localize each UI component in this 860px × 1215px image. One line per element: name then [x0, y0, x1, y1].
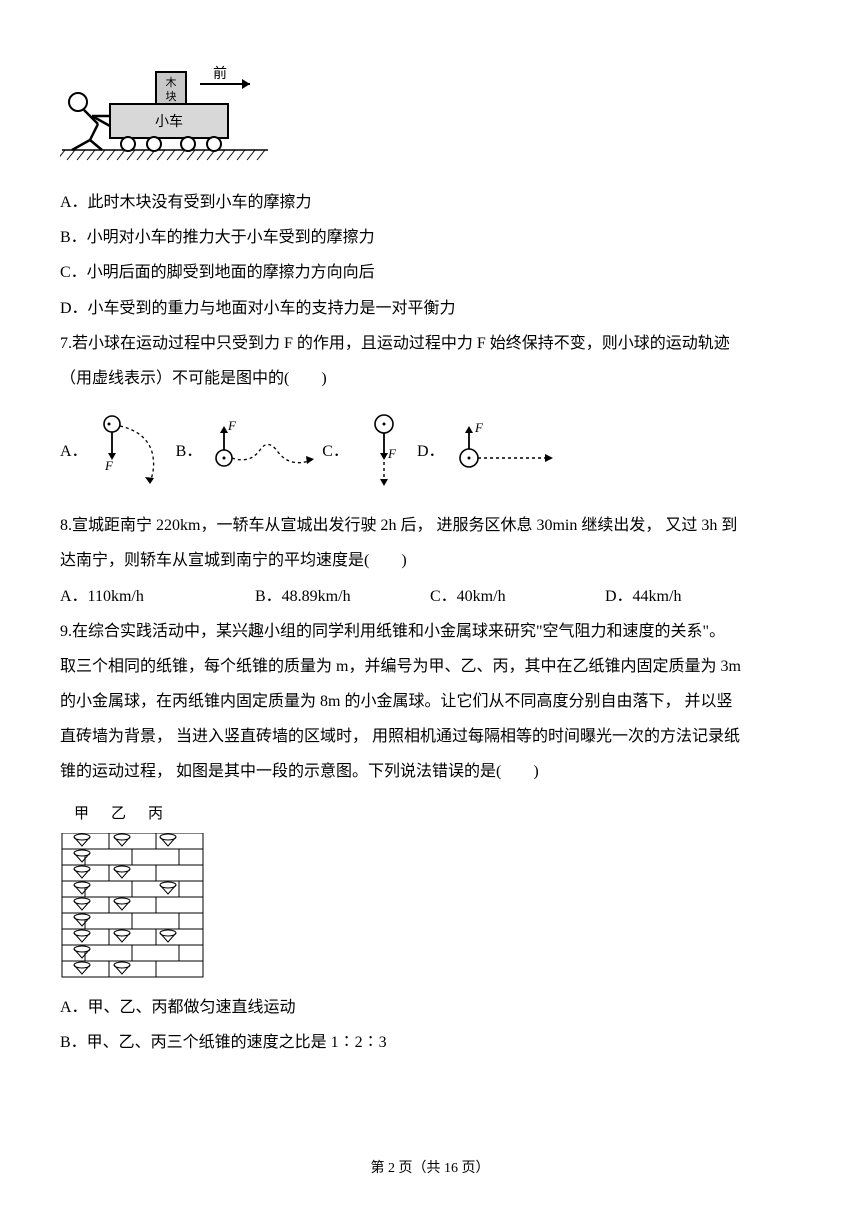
q6-option-c: C．小明后面的脚受到地面的摩擦力方向向后	[60, 255, 800, 290]
q8-option-a: A．110km/h	[60, 579, 255, 614]
q8-option-b: B．48.89km/h	[255, 579, 430, 614]
q7-label-a: A．	[60, 434, 88, 469]
svg-text:F: F	[387, 446, 397, 461]
q7-label-d: D．	[417, 434, 445, 469]
q9-col-bing: 丙	[148, 798, 163, 831]
cart-figure: 木 块 小车 前	[60, 60, 270, 165]
page-footer: 第 2 页（共 16 页）	[0, 1154, 860, 1185]
q6-option-b: B．小明对小车的推力大于小车受到的摩擦力	[60, 220, 800, 255]
q9-option-b: B．甲、乙、丙三个纸锥的速度之比是 1∶2∶3	[60, 1025, 800, 1060]
svg-text:小车: 小车	[155, 113, 183, 130]
q8-stem-1: 8.宣城距南宁 220km，一轿车从宣城出发行驶 2h 后， 进服务区休息 30…	[60, 508, 800, 543]
q9-stem-3: 的小金属球，在丙纸锥内固定质量为 8m 的小金属球。让它们从不同高度分别自由落下…	[60, 684, 800, 719]
q9-stem-5: 锥的运动过程， 如图是其中一段的示意图。下列说法错误的是( )	[60, 754, 800, 789]
q7-label-b: B．	[176, 434, 203, 469]
q7-label-c: C．	[322, 434, 349, 469]
q7-trajectory-figures: A． F B． F C． F	[60, 410, 800, 492]
q8-option-d: D．44km/h	[605, 579, 681, 614]
svg-text:F: F	[104, 458, 114, 473]
q8-options: A．110km/h B．48.89km/h C．40km/h D．44km/h	[60, 579, 800, 614]
svg-text:F: F	[227, 418, 237, 433]
q7-stem-1: 7.若小球在运动过程中只受到力 F 的作用，且运动过程中力 F 始终保持不变，则…	[60, 326, 800, 361]
q9-stem-2: 取三个相同的纸锥，每个纸锥的质量为 m，并编号为甲、乙、丙，其中在乙纸锥内固定质…	[60, 649, 800, 684]
q9-col-jia: 甲	[74, 798, 89, 831]
q7-stem-2: （用虚线表示）不可能是图中的( )	[60, 361, 800, 396]
q8-option-c: C．40km/h	[430, 579, 605, 614]
svg-text:块: 块	[166, 90, 177, 103]
q6-option-d: D．小车受到的重力与地面对小车的支持力是一对平衡力	[60, 291, 800, 326]
q6-option-a: A．此时木块没有受到小车的摩擦力	[60, 185, 800, 220]
q9-stem-4: 直砖墙为背景， 当进入竖直砖墙的区域时， 用照相机通过每隔相等的时间曝光一次的方…	[60, 719, 800, 754]
svg-text:F: F	[474, 420, 484, 435]
svg-text:前: 前	[213, 65, 227, 82]
q9-col-yi: 乙	[111, 798, 126, 831]
q9-stem-1: 9.在综合实践活动中，某兴趣小组的同学利用纸锥和小金属球来研究"空气阻力和速度的…	[60, 614, 800, 649]
q8-stem-2: 达南宁，则轿车从宣城到南宁的平均速度是( )	[60, 543, 800, 578]
svg-text:木: 木	[166, 76, 177, 89]
q9-bricks-figure: 甲 乙 丙	[60, 798, 205, 978]
q9-option-a: A．甲、乙、丙都做匀速直线运动	[60, 990, 800, 1025]
